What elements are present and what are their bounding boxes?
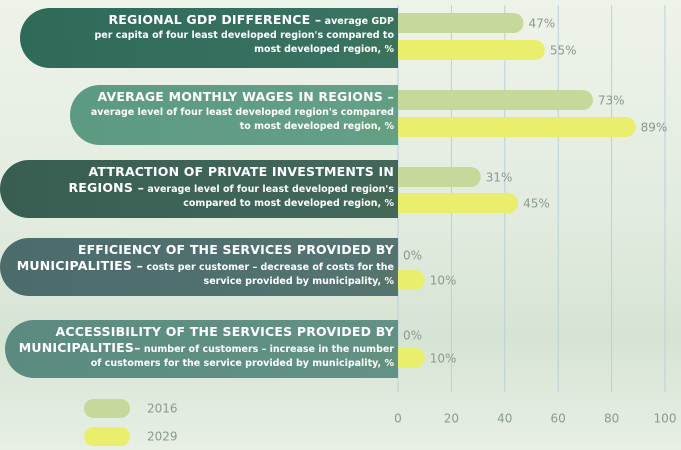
value-label: 47% xyxy=(528,17,555,31)
legend-label: 2029 xyxy=(147,430,178,444)
value-label: 0% xyxy=(403,249,422,263)
label-box xyxy=(0,238,398,296)
x-tick-label: 0 xyxy=(394,412,402,426)
value-label: 10% xyxy=(430,274,457,288)
category-title: EFFICIENCY OF THE SERVICES PROVIDED BY M… xyxy=(16,242,394,273)
x-tick-label: 40 xyxy=(497,412,512,426)
x-tick-label: 80 xyxy=(604,412,619,426)
category-description: average level of four least developed re… xyxy=(90,107,394,132)
bar xyxy=(358,117,636,137)
x-tick-label: 20 xyxy=(444,412,459,426)
x-tick-label: 60 xyxy=(551,412,566,426)
bar xyxy=(358,193,519,213)
legend-label: 2016 xyxy=(147,402,178,416)
category-title: ACCESSIBILITY OF THE SERVICES PROVIDED B… xyxy=(18,324,394,355)
value-label: 73% xyxy=(598,94,625,108)
value-label: 89% xyxy=(641,121,668,135)
category-description: average GDP per capita of four least dev… xyxy=(94,16,394,55)
label-box xyxy=(5,320,398,378)
category-title: AVERAGE MONTHLY WAGES IN REGIONS – xyxy=(97,89,394,104)
category-label: ACCESSIBILITY OF THE SERVICES PROVIDED B… xyxy=(14,325,394,371)
category-description: number of customers – increase in the nu… xyxy=(90,344,394,369)
category-title: ATTRACTION OF PRIVATE INVESTMENTS IN REG… xyxy=(68,164,394,195)
category-label: REGIONAL GDP DIFFERENCE – average GDP pe… xyxy=(94,13,394,57)
bar xyxy=(358,13,524,33)
x-tick-label: 100 xyxy=(654,412,677,426)
bar xyxy=(358,40,545,60)
bar xyxy=(358,90,593,110)
label-box xyxy=(70,85,398,145)
legend-swatch xyxy=(84,427,130,446)
category-description: costs per customer – decrease of costs f… xyxy=(146,262,394,287)
label-box xyxy=(20,8,398,68)
value-label: 31% xyxy=(486,171,513,185)
label-box xyxy=(0,160,398,218)
category-label: EFFICIENCY OF THE SERVICES PROVIDED BY M… xyxy=(14,243,394,289)
value-label: 10% xyxy=(430,352,457,366)
value-label: 0% xyxy=(403,329,422,343)
category-label: ATTRACTION OF PRIVATE INVESTMENTS IN REG… xyxy=(64,165,394,211)
value-label: 55% xyxy=(550,44,577,58)
category-title: REGIONAL GDP DIFFERENCE – xyxy=(108,12,322,27)
category-label: AVERAGE MONTHLY WAGES IN REGIONS – avera… xyxy=(84,90,394,134)
value-label: 45% xyxy=(523,197,550,211)
category-description: average level of four least developed re… xyxy=(147,184,394,209)
legend-swatch xyxy=(84,399,130,418)
